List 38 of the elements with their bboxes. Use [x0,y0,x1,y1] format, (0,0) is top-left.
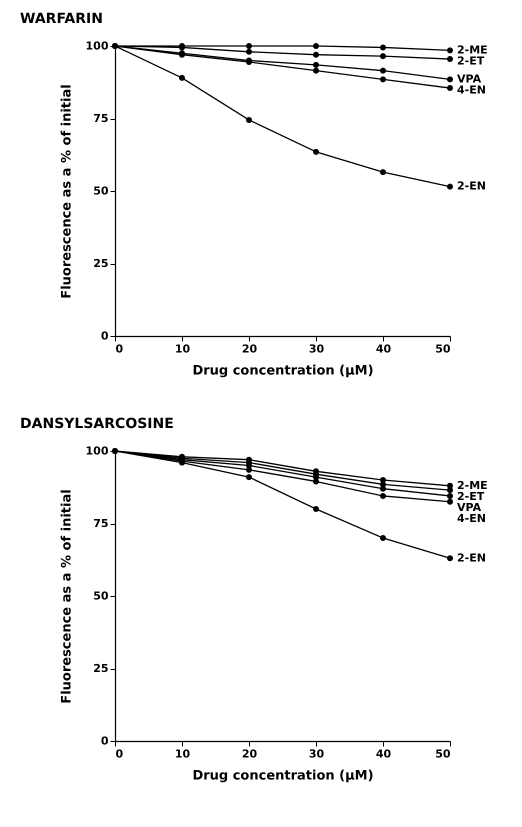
y-axis-title: Fluorescence as a % of initial [60,489,75,704]
x-tick-label: 40 [376,342,392,356]
y-tick-label: 100 [86,40,109,52]
y-tick-label: 50 [93,590,109,602]
series-label: 2-ET [457,54,485,68]
y-tick-label: 75 [93,517,108,530]
series-label: VPA [457,72,482,86]
x-tick-label: 10 [174,342,190,356]
y-tick-label: 0 [100,734,109,748]
series-label: 2-ME [457,478,488,492]
chart-title: WARFARIN [20,11,103,27]
x-tick-label: 30 [308,342,324,356]
series-label: VPA [457,500,482,514]
y-tick-label: 25 [93,662,108,675]
x-tick-label: 20 [242,748,258,760]
series-label: 4-EN [457,512,486,525]
x-tick-label: 10 [174,748,190,760]
x-tick-label: 50 [435,342,451,356]
y-tick-label: 100 [86,444,109,458]
x-tick-label: 0 [116,342,124,356]
x-tick-label: 50 [435,748,451,760]
x-tick-label: 0 [116,748,124,760]
y-tick-label: 25 [93,257,108,270]
series-label: 2-ME [457,43,488,56]
y-axis-title: Fluorescence as a % of initial [60,84,75,299]
series-label: 4-EN [457,83,486,96]
y-tick-label: 50 [93,184,109,198]
series-label: 2-EN [457,551,486,564]
x-tick-label: 30 [308,748,324,760]
series-label: 2-EN [457,180,486,193]
x-axis-title: Drug concentration (μM) [192,768,374,784]
series-label: 2-ET [457,490,485,503]
chart-title: DANSYLSARCOSINE [20,416,174,432]
x-axis-title: Drug concentration (μM) [192,364,374,378]
y-tick-label: 0 [100,330,109,342]
y-tick-label: 75 [93,112,108,125]
x-tick-label: 20 [242,342,258,356]
x-tick-label: 40 [376,748,392,760]
